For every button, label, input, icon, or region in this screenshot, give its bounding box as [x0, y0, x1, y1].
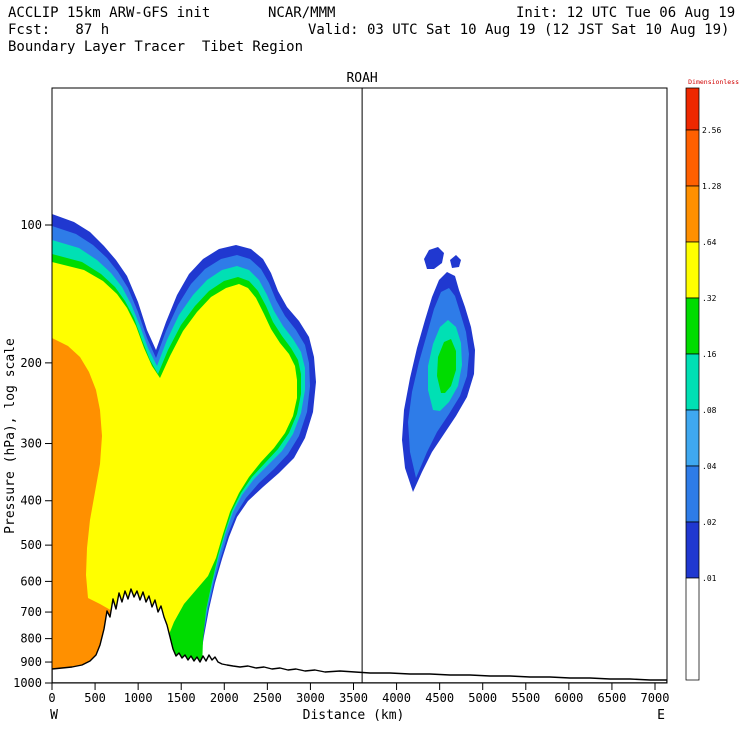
x-axis-title: Distance (km) [303, 708, 405, 723]
x-tick-label: 5000 [468, 691, 497, 705]
y-tick-label: 600 [20, 574, 42, 588]
x-tick-label: 500 [84, 691, 106, 705]
colorbar-band [685, 521, 700, 579]
colorbar-band [685, 87, 700, 131]
colorbar-tick-label: 1.28 [702, 182, 721, 191]
colorbar-tick-label: .08 [702, 406, 717, 415]
plot-border [51, 87, 668, 684]
forecast-hour-label: Fcst: 87 h [8, 22, 110, 38]
x-tick-label: 7000 [641, 691, 670, 705]
contour-band-11-level-0.16 [437, 339, 456, 393]
colorbar-units-label: Dimensionless [688, 78, 739, 86]
west-endpoint-label: W [50, 708, 58, 723]
tracer-field [52, 214, 667, 683]
colorbar-tick-label: .64 [702, 238, 717, 247]
colorbar-tick-label: .16 [702, 350, 717, 359]
x-tick-label: 5500 [511, 691, 540, 705]
y-tick-label: 700 [20, 605, 42, 619]
x-tick-label: 2500 [253, 691, 282, 705]
colorbar-tick-label: 2.56 [702, 126, 721, 135]
colorbar-tick-label: .01 [702, 574, 717, 583]
x-axis: 0 500 1000 1500 2000 2500 3000 3500 4000 4500 5000… [48, 683, 669, 705]
colorbar-tick-label: .04 [702, 462, 717, 471]
x-tick-label: 6000 [554, 691, 583, 705]
center-label: NCAR/MMM [268, 5, 336, 21]
colorbar-band [685, 353, 700, 411]
x-tick-label: 1000 [124, 691, 153, 705]
colorbar: 2.56 1.28 .64 .32 .16 .08 .04 .02 .01 Dimensionle… [685, 78, 739, 681]
product-label: Boundary Layer Tracer Tibet Region [8, 39, 304, 55]
y-tick-label: 200 [20, 356, 42, 370]
x-tick-label: 0 [48, 691, 55, 705]
contour-band-7-level-0.01 [424, 247, 444, 269]
east-endpoint-label: E [657, 708, 665, 723]
colorbar-tick-label: .32 [702, 294, 717, 303]
colorbar-band [685, 465, 700, 523]
y-axis: 100 200 300 400 500 600 700 800 900 1000 [13, 218, 52, 690]
y-tick-label: 500 [20, 538, 42, 552]
colorbar-band [685, 241, 700, 299]
x-tick-label: 4000 [382, 691, 411, 705]
contour-band-4-level-0.32 [52, 262, 297, 683]
plot-title: ROAH [346, 71, 377, 86]
y-tick-label: 800 [20, 632, 42, 646]
y-tick-label: 900 [20, 655, 42, 669]
x-tick-label: 2000 [210, 691, 239, 705]
x-tick-label: 6500 [597, 691, 626, 705]
y-tick-label: 100 [20, 218, 42, 232]
x-tick-label: 1500 [167, 691, 196, 705]
y-tick-label: 400 [20, 494, 42, 508]
contour-band-8-level-0.01 [450, 255, 461, 268]
colorbar-tick-label: .02 [702, 518, 717, 527]
x-tick-label: 3000 [296, 691, 325, 705]
y-tick-label: 1000 [13, 676, 42, 690]
colorbar-band [685, 297, 700, 355]
terrain-profile [52, 588, 667, 683]
colorbar-band [685, 185, 700, 243]
model-label: ACCLIP 15km ARW-GFS init [8, 5, 211, 21]
contour-band-5-level-0.64 [52, 338, 166, 683]
colorbar-band [685, 577, 700, 681]
x-tick-label: 3500 [339, 691, 368, 705]
colorbar-band [685, 409, 700, 467]
y-tick-label: 300 [20, 437, 42, 451]
y-axis-title: Pressure (hPa), log scale [3, 338, 18, 534]
init-time-label: Init: 12 UTC Tue 06 Aug 19 [516, 5, 736, 21]
x-tick-label: 4500 [425, 691, 454, 705]
colorbar-band [685, 129, 700, 187]
valid-time-label: Valid: 03 UTC Sat 10 Aug 19 (12 JST Sat … [308, 22, 730, 38]
